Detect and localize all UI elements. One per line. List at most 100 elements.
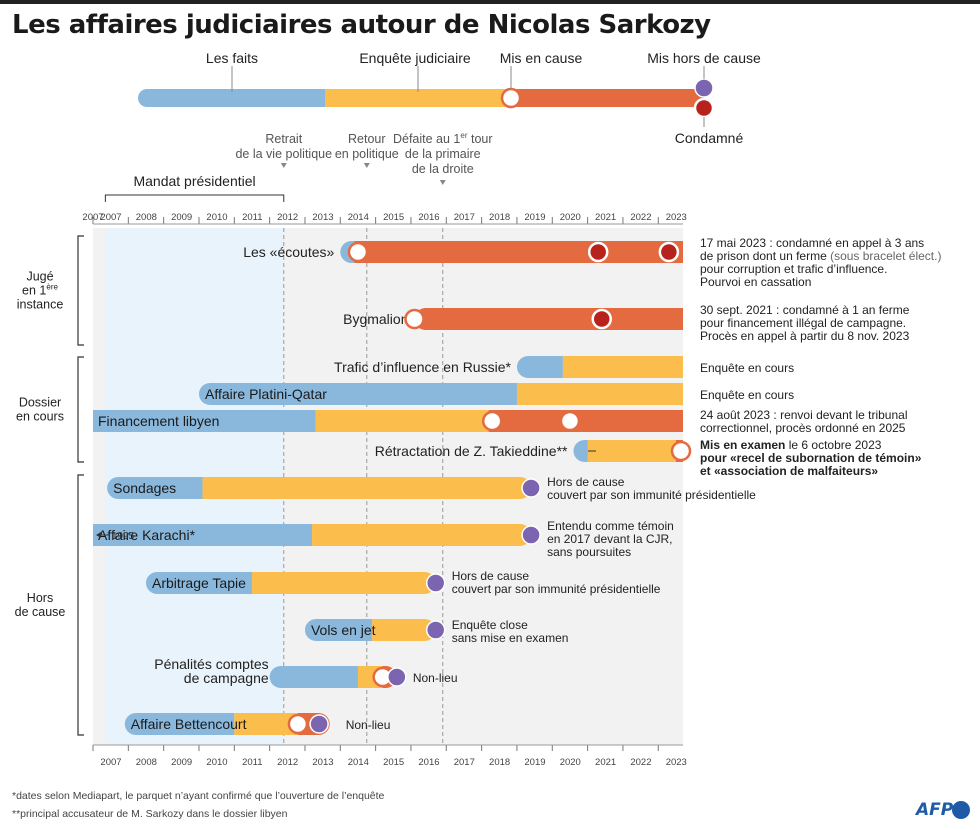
affair-8-note-1: couvert par son immunité présidentielle <box>452 582 661 596</box>
affair-1-note-0: 30 sept. 2021 : condamné à 1 an ferme <box>700 303 910 317</box>
affair-2-label: Trafic d’influence en Russie* <box>334 359 511 375</box>
event-label-0-1: de la vie politique <box>235 147 332 161</box>
top-rule <box>0 0 980 4</box>
legend-marker-mis-en-cause <box>500 87 522 109</box>
affair-0-marker-2-condamne <box>658 241 680 263</box>
affair-1-bar-mis-en-cause-body <box>425 308 683 330</box>
affair-4-bar-enquete-body <box>315 410 489 432</box>
affair-1-marker-0-mis-en-cause <box>404 308 425 330</box>
affair-1-bar-mis-en-cause <box>414 308 683 330</box>
year-label-top-2018: 2018 <box>489 212 510 223</box>
affair-7-marker-0-mis-hors-cause <box>521 525 541 545</box>
year-label-bottom-2019: 2019 <box>524 757 545 768</box>
affair-10-label-0: Pénalités comptes <box>154 656 268 672</box>
event-label-2-0: Défaite au 1er tour <box>393 131 493 146</box>
affair-7-bar-faits <box>93 524 313 546</box>
affair-11-bar-enquete <box>234 713 298 735</box>
affair-10-note-0: Non-lieu <box>413 671 458 685</box>
affair-0-note-3: Pourvoi en cassation <box>700 275 811 289</box>
affair-6-note-0: Hors de cause <box>547 475 625 489</box>
affair-7-bar-faits-body <box>93 524 313 546</box>
page-title: Les affaires judiciaires autour de Nicol… <box>12 10 711 40</box>
mandat-label: Mandat présidentiel <box>133 173 255 189</box>
legend-bar-enquete-body <box>325 89 510 107</box>
year-label-top-2022: 2022 <box>630 212 651 223</box>
year-label-top-2010: 2010 <box>206 212 227 223</box>
affair-3-bar-faits <box>198 383 517 405</box>
affair-5-note-0: Mis en examen le 6 octobre 2023 <box>700 438 882 452</box>
affair-8-note-0: Hors de cause <box>452 569 530 583</box>
group-label-1-0: Dossier <box>19 396 61 410</box>
year-label-top-2016: 2016 <box>418 212 439 223</box>
affair-7-note-1: en 2017 devant la CJR, <box>547 532 672 546</box>
affair-8-bar-enquete-body <box>251 572 425 594</box>
legend-marker-condamne <box>693 97 715 119</box>
affair-7-bar-enquete-body <box>312 524 521 546</box>
affair-3-label: Affaire Platini-Qatar <box>205 386 327 402</box>
affair-9-note-0: Enquête close <box>452 618 528 632</box>
event-arrow-0 <box>280 163 287 168</box>
affair-8-bar-enquete <box>251 572 436 594</box>
afp-logo: AFP <box>916 800 954 820</box>
affair-4-bar-faits-body <box>93 410 316 432</box>
group-label-2-0: Hors <box>27 591 53 605</box>
affair-9-bar-faits <box>304 619 373 641</box>
affair-7-label: Affaire Karachi* <box>98 527 196 543</box>
year-label-top-2017: 2017 <box>454 212 475 223</box>
event-label-0-0: Retrait <box>265 132 302 146</box>
affair-7-from-label: 1995 <box>112 531 135 542</box>
affair-5-marker-0-mis-en-cause <box>670 440 692 462</box>
group-bracket-0 <box>77 235 84 346</box>
legend-bar-faits <box>138 89 325 107</box>
affair-11-marker-1-mis-hors-cause <box>309 714 329 734</box>
affair-4-bar-mis-en-cause-body <box>488 410 683 432</box>
affair-7-from-arrow <box>96 532 101 538</box>
group-label-2-1: de cause <box>15 605 66 619</box>
year-label-top-2021: 2021 <box>595 212 616 223</box>
year-label-bottom-2022: 2022 <box>630 757 651 768</box>
year-label-bottom-2021: 2021 <box>595 757 616 768</box>
affair-8-bar-faits-body <box>156 572 252 594</box>
affair-6-bar-faits <box>107 477 203 499</box>
legend-label-mis-en-cause: Mis en cause <box>500 50 583 66</box>
affair-5-bar-enquete-body <box>587 440 676 462</box>
legend-bar-mis-en-cause-body <box>510 89 704 107</box>
year-label-top-2023: 2023 <box>666 212 687 223</box>
affair-3-bar-enquete <box>516 383 683 405</box>
event-arrow-1 <box>363 163 370 168</box>
affair-0-marker-1-condamne <box>587 241 609 263</box>
group-label-0-2: instance <box>17 298 64 312</box>
affair-9-marker-0-mis-hors-cause <box>425 620 446 640</box>
affair-11-bar-enquete-body <box>234 713 298 735</box>
year-label-top-2014: 2014 <box>348 212 369 223</box>
affair-9-bar-faits-body <box>315 619 373 641</box>
affair-4-bar-enquete <box>315 410 489 432</box>
year-label-bottom-2015: 2015 <box>383 757 404 768</box>
year-label-bottom-2008: 2008 <box>136 757 157 768</box>
group-label-1-1: en cours <box>16 410 64 424</box>
affair-8-bar-faits <box>145 572 252 594</box>
affair-2-note-0: Enquête en cours <box>700 361 794 375</box>
affair-5-note-2: et «association de malfaiteurs» <box>700 464 878 478</box>
legend-bar-faits-body <box>147 89 325 107</box>
affair-11-label: Affaire Bettencourt <box>131 716 247 732</box>
affair-0-note-1: de prison dont un ferme (sous bracelet é… <box>700 249 941 263</box>
affair-9-bar-enquete-body <box>372 619 425 641</box>
affair-3-bar-faits-body <box>209 383 517 405</box>
affair-8-marker-0-mis-hors-cause <box>425 573 446 593</box>
affair-0-bar-mis-en-cause <box>354 241 683 263</box>
affair-2-bar-enquete-body <box>562 356 683 378</box>
legend-label-condamne: Condamné <box>675 130 744 146</box>
afp-logo-mark <box>952 801 970 819</box>
affair-2-bar-faits-body <box>527 356 563 378</box>
year-label-top-2008: 2008 <box>136 212 157 223</box>
affair-1-label: Bygmalion <box>343 311 408 327</box>
footnote-1: *dates selon Mediapart, le parquet n’aya… <box>12 790 385 802</box>
affair-1-note-1: pour financement illégal de campagne. <box>700 316 906 330</box>
year-label-bottom-2023: 2023 <box>666 757 687 768</box>
legend-bar-mis-en-cause <box>510 89 704 107</box>
event-arrow-2 <box>439 180 446 185</box>
affair-5-label: Rétractation de Z. Takieddine** <box>375 443 568 459</box>
affair-8-label: Arbitrage Tapie <box>152 575 246 591</box>
